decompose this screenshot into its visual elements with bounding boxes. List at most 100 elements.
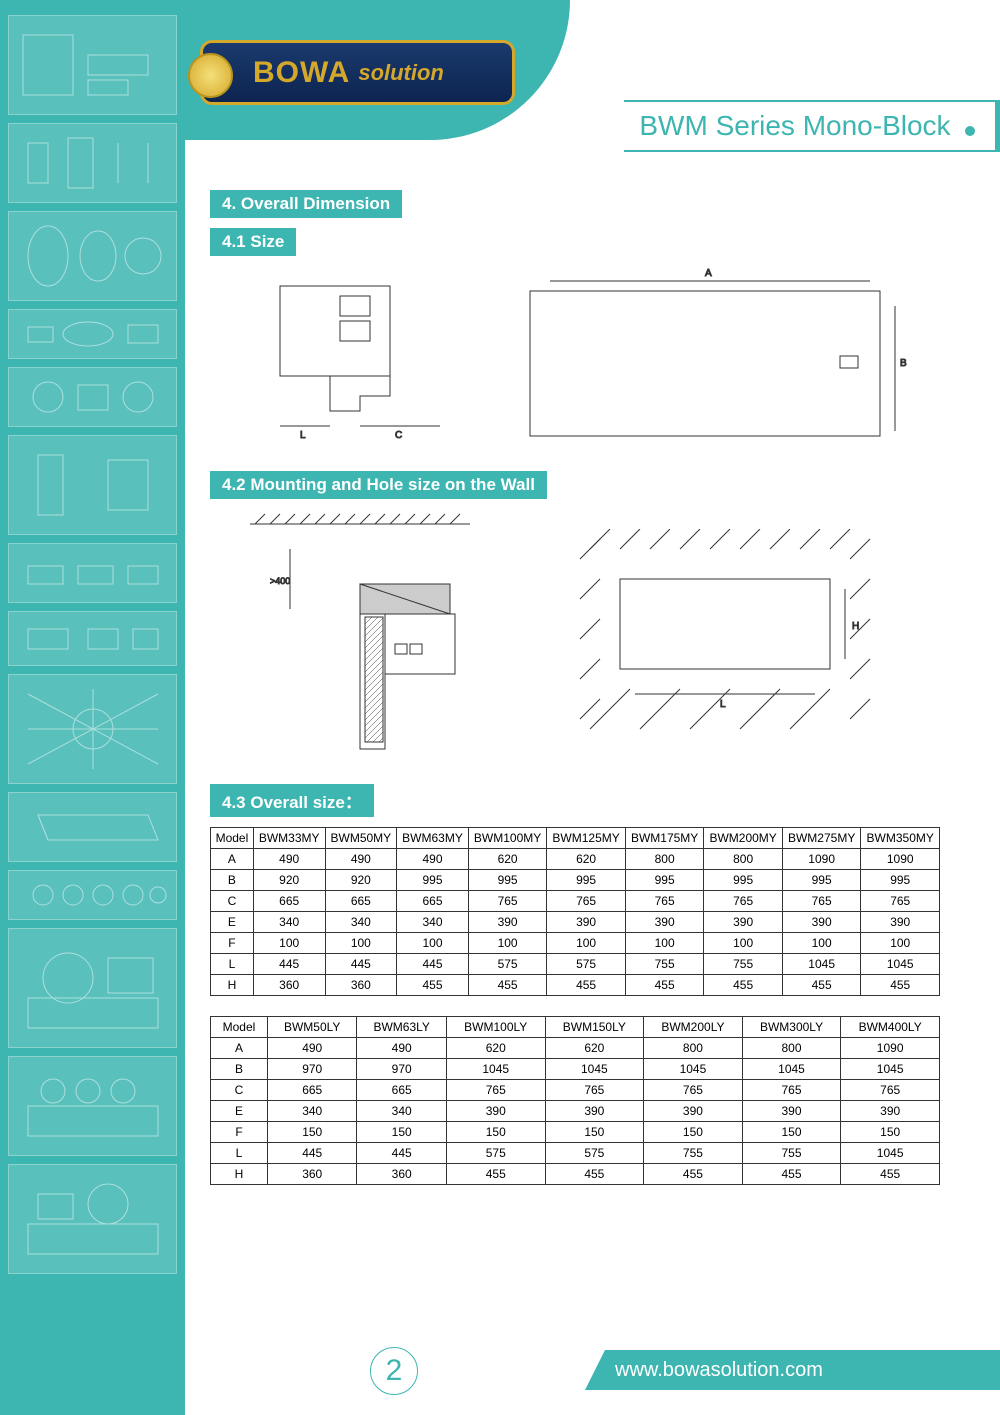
page-number: 2 <box>370 1347 418 1395</box>
table-cell: 755 <box>704 954 783 975</box>
sidebar-thumb <box>8 870 177 920</box>
table-cell: 150 <box>267 1122 356 1143</box>
table-cell: 390 <box>545 1101 644 1122</box>
table-row: C665665665765765765765765765 <box>211 891 940 912</box>
sidebar-thumb <box>8 928 177 1048</box>
mounting-diagrams: >400 L H <box>210 509 980 759</box>
table-row: H360360455455455455455455455 <box>211 975 940 996</box>
table-header: BWM125MY <box>547 828 626 849</box>
table-cell: 455 <box>625 975 704 996</box>
table-header: BWM33MY <box>253 828 325 849</box>
size-diagram-left: L C <box>210 266 470 446</box>
sidebar-thumb <box>8 435 177 535</box>
table-cell: 575 <box>547 954 626 975</box>
table-cell: 800 <box>644 1038 743 1059</box>
table-row: L44544544557557575575510451045 <box>211 954 940 975</box>
table-cell: 455 <box>861 975 940 996</box>
table-cell: 620 <box>547 849 626 870</box>
table-row: C665665765765765765765 <box>211 1080 940 1101</box>
sidebar-thumb <box>8 543 177 603</box>
sidebar-thumb <box>8 792 177 862</box>
table-cell: 340 <box>253 912 325 933</box>
table-row: H360360455455455455455 <box>211 1164 940 1185</box>
section-42-header: 4.2 Mounting and Hole size on the Wall <box>210 471 547 499</box>
svg-text:>400: >400 <box>270 576 290 586</box>
sidebar-thumb <box>8 15 177 115</box>
table-header: BWM200LY <box>644 1017 743 1038</box>
product-icon <box>18 25 168 105</box>
table-cell: 1045 <box>545 1059 644 1080</box>
table-cell: 665 <box>357 1080 446 1101</box>
table-cell: 445 <box>397 954 469 975</box>
logo-brand: BOWA <box>253 56 350 90</box>
table-cell: 575 <box>468 954 547 975</box>
table-cell: 1045 <box>446 1059 545 1080</box>
table-cell: 455 <box>446 1164 545 1185</box>
product-icon <box>18 551 168 596</box>
table-cell: 150 <box>841 1122 940 1143</box>
mounting-diagram-right: L H <box>570 529 890 749</box>
table-cell: 995 <box>625 870 704 891</box>
product-icon <box>18 619 168 659</box>
table-cell: 390 <box>644 1101 743 1122</box>
table-cell: 390 <box>468 912 547 933</box>
table-cell: 1045 <box>644 1059 743 1080</box>
table-header: Model <box>211 828 254 849</box>
table-cell: 1045 <box>861 954 940 975</box>
logo: BOWA solution <box>200 40 515 105</box>
mounting-diagram-left: >400 <box>210 509 490 759</box>
table-cell: 765 <box>782 891 861 912</box>
table-cell: H <box>211 975 254 996</box>
table-cell: 390 <box>446 1101 545 1122</box>
table-row: E340340390390390390390 <box>211 1101 940 1122</box>
product-icon <box>18 375 168 420</box>
table-header: BWM200MY <box>704 828 783 849</box>
table-header: BWM63LY <box>357 1017 446 1038</box>
sidebar-thumb <box>8 674 177 784</box>
table-cell: 490 <box>397 849 469 870</box>
table-cell: 665 <box>253 891 325 912</box>
table-cell: 100 <box>861 933 940 954</box>
table-cell: 390 <box>547 912 626 933</box>
table-cell: 755 <box>644 1143 743 1164</box>
table-cell: 445 <box>253 954 325 975</box>
table-cell: 620 <box>468 849 547 870</box>
table-header: BWM400LY <box>841 1017 940 1038</box>
table-cell: 1045 <box>742 1059 841 1080</box>
svg-text:L: L <box>300 430 306 441</box>
table-cell: 755 <box>742 1143 841 1164</box>
table-cell: 490 <box>253 849 325 870</box>
table-cell: 390 <box>841 1101 940 1122</box>
table-cell: 995 <box>547 870 626 891</box>
table-row: A49049049062062080080010901090 <box>211 849 940 870</box>
table-cell: 100 <box>325 933 397 954</box>
table-cell: F <box>211 933 254 954</box>
table-cell: 340 <box>357 1101 446 1122</box>
table-cell: 765 <box>644 1080 743 1101</box>
table-cell: 665 <box>325 891 397 912</box>
table-cell: 800 <box>704 849 783 870</box>
table-cell: 920 <box>253 870 325 891</box>
table-cell: 455 <box>644 1164 743 1185</box>
table-cell: 100 <box>468 933 547 954</box>
table-cell: 150 <box>446 1122 545 1143</box>
table-cell: 390 <box>625 912 704 933</box>
table-header: BWM350MY <box>861 828 940 849</box>
table-cell: 390 <box>704 912 783 933</box>
table-cell: 765 <box>545 1080 644 1101</box>
table-header: BWM100MY <box>468 828 547 849</box>
page-title-bar: BWM Series Mono-Block <box>624 100 1000 152</box>
table-row: A4904906206208008001090 <box>211 1038 940 1059</box>
table-row: B920920995995995995995995995 <box>211 870 940 891</box>
table-cell: 360 <box>357 1164 446 1185</box>
product-icon <box>18 1066 168 1146</box>
table-cell: F <box>211 1122 268 1143</box>
sidebar-thumb <box>8 309 177 359</box>
table-cell: 765 <box>861 891 940 912</box>
table-cell: 665 <box>397 891 469 912</box>
table-cell: 800 <box>625 849 704 870</box>
table-cell: 150 <box>644 1122 743 1143</box>
dimensions-table-my: ModelBWM33MYBWM50MYBWM63MYBWM100MYBWM125… <box>210 827 940 996</box>
table-cell: 445 <box>357 1143 446 1164</box>
table-header: BWM100LY <box>446 1017 545 1038</box>
